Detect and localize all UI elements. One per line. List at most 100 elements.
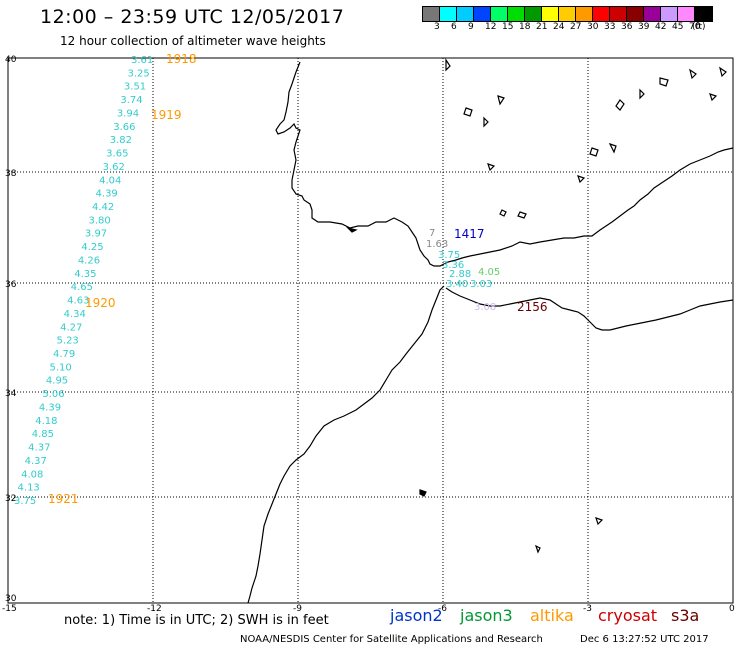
swh-value: 3.51 (124, 82, 146, 93)
track-west: 3.61 3.25 3.51 3.74 3.94 3.66 3.82 3.65 3.62 4.04… (14, 52, 197, 507)
lat-tick-label: 40 (5, 55, 17, 65)
page-subtitle: 12 hour collection of altimeter wave hei… (60, 34, 326, 48)
swh-value: 4.95 (46, 376, 68, 387)
swh-value: 4.05 (478, 267, 500, 278)
colorbar-label: 9 (468, 22, 474, 32)
swh-value: 3.75 (438, 250, 460, 261)
colorbar-swatch (610, 7, 627, 21)
colorbar-label: (ft) (692, 22, 706, 32)
pass-time-label: 2156 (517, 300, 548, 314)
map-frame (7, 57, 734, 604)
lon-tick-label: -9 (293, 604, 302, 614)
lat-tick-label: 38 (5, 169, 17, 179)
colorbar-swatch (593, 7, 610, 21)
lon-tick-label: -6 (438, 604, 447, 614)
legend-altika: altika (530, 606, 574, 625)
colorbar-label: 36 (621, 22, 633, 32)
swh-value: 1.63 (426, 239, 448, 250)
swh-value: 4.37 (28, 443, 50, 454)
swh-value: 3.74 (120, 95, 142, 106)
colorbar-swatch (576, 7, 593, 21)
longitude-gridlines (152, 58, 589, 603)
swh-value: 3.65 (106, 149, 128, 160)
colorbar-swatch (423, 7, 440, 21)
swh-value: 4.65 (71, 282, 93, 293)
swh-value: 4.42 (92, 202, 114, 213)
colorbar-swatch (559, 7, 576, 21)
colorbar-label: 42 (655, 22, 667, 32)
swh-value: 4.85 (32, 429, 54, 440)
colorbar-swatch (661, 7, 678, 21)
track-alboran: 3.08 2156 (474, 300, 548, 314)
colorbar-swatch (678, 7, 695, 21)
credit-line: NOAA/NESDIS Center for Satellite Applica… (240, 634, 543, 645)
pass-time-label: 1920 (85, 296, 116, 310)
colorbar-swatch (542, 7, 559, 21)
lat-tick-label: 32 (5, 494, 16, 504)
swh-value: 5.23 (57, 336, 79, 347)
swh-value: 3.61 (131, 55, 153, 66)
lon-tick-label: -15 (2, 604, 17, 614)
lat-tick-label: 34 (5, 389, 17, 399)
swh-value: 3.40 (446, 279, 468, 290)
lat-tick-label: 30 (5, 594, 17, 604)
swh-value: 3.25 (127, 68, 149, 79)
track-gibraltar: 71.633.753.362.883.40 4.053.03 1417 (426, 227, 500, 290)
swh-value: 3.36 (442, 260, 464, 271)
swh-value: 3.80 (88, 215, 110, 226)
swh-value: 4.27 (60, 322, 82, 333)
swh-value: 4.39 (96, 189, 118, 200)
swh-value: 4.34 (64, 309, 86, 320)
swh-value: 3.97 (85, 229, 107, 240)
swh-value: 4.63 (67, 296, 89, 307)
swh-value: 5.06 (42, 389, 64, 400)
colorbar-label: 12 (485, 22, 497, 32)
swh-value: 4.79 (53, 349, 75, 360)
lat-tick-label: 36 (5, 280, 17, 290)
swh-value: 4.08 (21, 469, 43, 480)
legend-jason2: jason2 (390, 606, 443, 625)
swh-value: 3.66 (113, 122, 135, 133)
swh-value: 3.82 (110, 135, 132, 146)
legend-jason3: jason3 (460, 606, 513, 625)
swh-value: 4.37 (25, 456, 47, 467)
colorbar-label: 45 (672, 22, 684, 32)
latitude-gridlines (8, 171, 733, 498)
colorbar-swatch (508, 7, 525, 21)
colorbar-label: 39 (638, 22, 650, 32)
colorbar-swatch (457, 7, 474, 21)
swh-value: 3.94 (117, 108, 139, 119)
legend-s3a: s3a (671, 606, 700, 625)
colorbar-labels: 3 6 9 12 15 18 21 24 27 30 33 36 39 42 45 70 (ft) (422, 22, 740, 34)
coastline (247, 58, 734, 604)
footer-note: note: 1) Time is in UTC; 2) SWH is in fe… (64, 613, 329, 628)
swh-value: 4.26 (78, 255, 100, 266)
swh-value: 4.13 (18, 483, 40, 494)
swh-value: 2.88 (449, 269, 471, 280)
swh-value: 3.08 (474, 302, 496, 313)
colorbar-label: 18 (519, 22, 531, 32)
colorbar-label: 30 (587, 22, 599, 32)
swh-value: 4.04 (99, 175, 121, 186)
colorbar-label: 3 (434, 22, 440, 32)
colorbar-label: 24 (553, 22, 565, 32)
colorbar-swatch (627, 7, 644, 21)
colorbar-label: 15 (502, 22, 514, 32)
colorbar-swatch (491, 7, 508, 21)
pass-time-label: 1919 (151, 108, 182, 122)
wave-height-colorbar (422, 6, 713, 22)
swh-value: 7 (429, 228, 435, 239)
colorbar-label: 6 (451, 22, 457, 32)
colorbar-label: 21 (536, 22, 548, 32)
colorbar-label: 27 (570, 22, 582, 32)
colorbar-label: 33 (604, 22, 616, 32)
swh-value: 5.10 (49, 362, 71, 373)
swh-value: 4.35 (74, 269, 96, 280)
swh-value: 4.18 (35, 416, 57, 427)
lon-tick-label: -12 (147, 604, 162, 614)
lon-tick-label: -3 (583, 604, 592, 614)
page-title: 12:00 – 23:59 UTC 12/05/2017 (40, 6, 345, 28)
colorbar-swatch (644, 7, 661, 21)
